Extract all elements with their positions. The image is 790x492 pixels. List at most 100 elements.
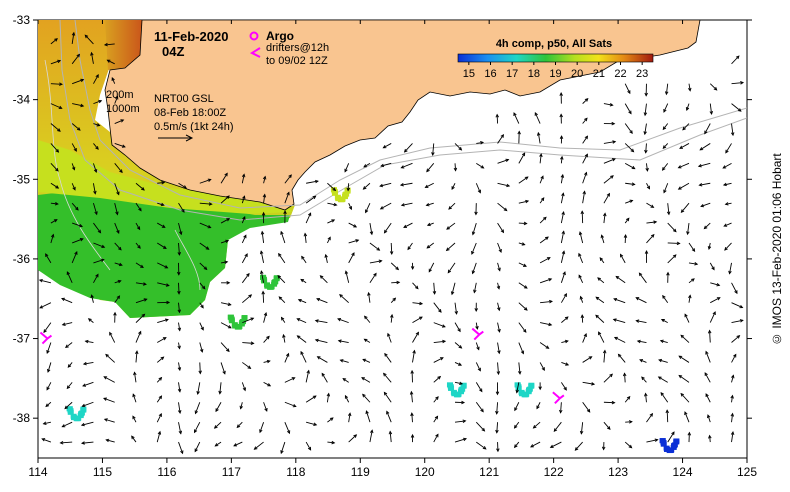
current-vector <box>579 231 584 244</box>
current-vector-head <box>403 224 407 228</box>
current-vector-head <box>395 266 400 271</box>
current-vector-head <box>95 74 99 78</box>
current-vector-head <box>708 434 712 439</box>
current-vector-head <box>194 429 198 434</box>
current-vector-head <box>141 187 145 191</box>
current-vector <box>242 294 252 304</box>
current-vector <box>45 401 52 407</box>
current-vector <box>560 251 565 263</box>
current-vector <box>114 295 120 303</box>
current-vector-head <box>362 393 366 398</box>
current-vector-head <box>602 349 607 354</box>
current-vector-head <box>643 112 648 117</box>
current-vector <box>156 377 162 383</box>
current-vector <box>194 441 201 452</box>
current-vector-head <box>47 368 51 373</box>
current-vector-head <box>46 386 50 391</box>
current-vector <box>340 359 349 363</box>
current-vector <box>731 82 744 85</box>
current-vector-head <box>157 430 162 435</box>
current-vector <box>620 254 626 264</box>
current-vector <box>662 143 669 149</box>
current-vector <box>157 282 169 287</box>
current-vector <box>658 359 668 363</box>
current-vector-head <box>578 252 582 257</box>
current-vector-head <box>559 409 563 414</box>
current-vector-head <box>735 55 740 60</box>
current-vector <box>725 202 732 205</box>
current-vector-head <box>677 165 682 169</box>
current-vector-head <box>523 221 528 226</box>
current-vector <box>50 103 62 109</box>
current-vector-head <box>177 345 181 350</box>
current-vector-head <box>709 110 714 115</box>
current-vector-head <box>75 206 79 211</box>
colorbar-tick-label: 22 <box>614 68 626 80</box>
current-vector <box>603 350 606 363</box>
current-vector-head <box>657 376 662 380</box>
current-vector <box>644 123 647 135</box>
current-vector <box>220 302 231 306</box>
current-vector <box>731 375 734 383</box>
current-vector-head <box>625 217 630 222</box>
current-vector-head <box>160 202 165 207</box>
current-vector <box>365 202 371 213</box>
current-vector <box>82 401 94 407</box>
current-vector-head <box>583 171 588 176</box>
current-vector-head <box>496 448 500 453</box>
current-vector <box>624 441 632 449</box>
current-vector <box>103 376 115 383</box>
current-vector-head <box>410 266 415 270</box>
current-vector <box>704 372 711 383</box>
current-vector <box>369 273 377 284</box>
colorbar-tick-label: 16 <box>484 68 496 80</box>
current-vector-head <box>613 297 618 302</box>
current-vector-head <box>712 311 716 316</box>
current-vector <box>446 242 456 251</box>
current-vector-head <box>207 178 212 182</box>
current-vector-head <box>80 78 85 83</box>
current-vector <box>50 182 59 189</box>
current-vector-head <box>682 126 686 131</box>
current-vector-head <box>541 367 545 371</box>
current-vector <box>709 103 713 115</box>
current-vector-head <box>177 388 182 393</box>
current-vector <box>603 373 613 383</box>
current-vector <box>50 83 63 85</box>
current-vector <box>300 351 307 363</box>
current-vector <box>518 152 526 164</box>
current-vector <box>384 353 392 363</box>
current-vector <box>433 396 439 403</box>
current-vector <box>624 162 635 170</box>
current-vector <box>518 242 525 246</box>
current-vector <box>93 274 99 284</box>
current-vector <box>64 401 73 409</box>
current-vector-head <box>65 344 69 349</box>
current-vector-head <box>161 224 166 228</box>
lon-tick-label: 114 <box>28 465 47 479</box>
current-vector-head <box>162 245 167 249</box>
current-vector-head <box>218 390 222 395</box>
current-vector-head <box>183 185 187 189</box>
current-vector-head <box>428 268 432 273</box>
current-vector <box>157 202 164 206</box>
current-vector <box>433 416 438 423</box>
current-vector-head <box>58 105 63 110</box>
current-vector <box>448 202 456 210</box>
current-vector-head <box>676 241 681 246</box>
current-vector <box>390 262 399 270</box>
current-vector <box>85 340 94 343</box>
colorbar-gradient <box>457 53 654 63</box>
current-vector <box>71 163 75 170</box>
current-vector-head <box>365 209 369 214</box>
current-vector-head <box>103 418 108 422</box>
current-vector <box>476 141 484 144</box>
current-vector-head <box>548 322 553 327</box>
current-vector-head <box>95 273 99 278</box>
current-vector <box>540 322 552 326</box>
current-vector <box>518 222 527 225</box>
current-vector-head <box>55 185 60 189</box>
current-vector <box>317 356 328 363</box>
current-vector <box>472 222 477 235</box>
current-vector <box>91 52 94 64</box>
